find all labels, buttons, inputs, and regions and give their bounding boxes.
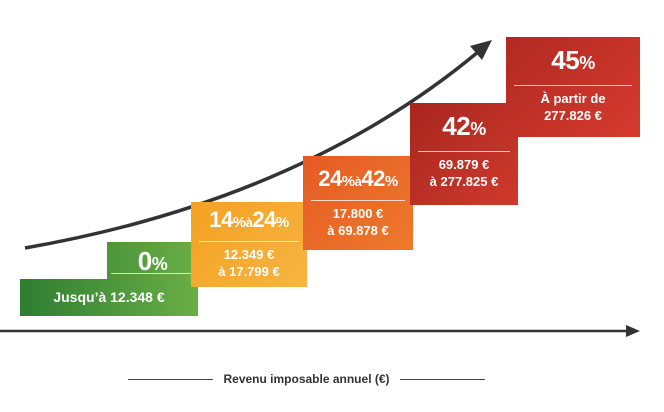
bracket-3: 42% 69.879 € à 277.825 € — [410, 103, 518, 205]
caption-line-right — [399, 378, 486, 380]
bracket-4-rate: 45% — [506, 45, 640, 78]
rate-sep: à — [245, 215, 253, 230]
bracket-3-rate: 42% — [410, 111, 518, 144]
rate-unit: % — [470, 119, 486, 139]
rate-unit: % — [341, 173, 355, 190]
bracket-0: 0% Jusqu’à 12.348 € — [20, 242, 198, 316]
bracket-3-range-to: à 277.825 € — [429, 174, 499, 189]
bracket-2-range-from: 17.800 € — [332, 206, 384, 221]
divider — [199, 241, 299, 242]
bracket-2-rate: 24%à42% — [303, 164, 413, 197]
bracket-4: 45% À partir de 277.826 € — [506, 37, 640, 137]
divider — [418, 151, 510, 152]
rate-unit: % — [232, 214, 246, 231]
x-axis-label: Revenu imposable annuel (€) — [223, 372, 390, 386]
bracket-0-range: Jusqu’à 12.348 € — [53, 289, 165, 305]
divider — [514, 85, 632, 86]
bracket-4-range-value: 277.826 € — [544, 108, 602, 123]
bracket-3-range-from: 69.879 € — [438, 157, 490, 172]
bracket-1-range-to: à 17.799 € — [218, 264, 280, 279]
growth-arrowhead-icon — [470, 40, 492, 60]
rate-sep: à — [354, 174, 362, 189]
divider — [111, 273, 191, 274]
rate-value: 0 — [137, 246, 152, 276]
rate-unit: % — [579, 53, 595, 73]
rate-to: 42 — [361, 166, 385, 191]
caption-line-left — [128, 378, 214, 380]
divider — [311, 200, 405, 201]
bracket-1: 14%à24% 12.349 € à 17.799 € — [191, 202, 307, 287]
rate-from: 24 — [318, 166, 342, 191]
rate-to: 24 — [252, 207, 276, 232]
rate-unit: % — [275, 214, 289, 231]
bracket-1-range-from: 12.349 € — [223, 247, 275, 262]
bracket-1-rate: 14%à24% — [191, 205, 307, 238]
growth-curve-arrow — [24, 50, 480, 250]
bracket-4-range-label: À partir de — [540, 91, 606, 106]
rate-from: 14 — [209, 207, 233, 232]
bracket-0-shape — [20, 242, 198, 316]
bracket-2: 24%à42% 17.800 € à 69.878 € — [303, 156, 413, 250]
x-axis-arrowhead-icon — [626, 325, 640, 337]
rate-value: 45 — [551, 45, 580, 75]
rate-value: 42 — [442, 111, 471, 141]
rate-unit: % — [384, 173, 398, 190]
rate-unit: % — [151, 254, 168, 274]
bracket-0-rate: 0% — [107, 246, 198, 279]
bracket-2-range-to: à 69.878 € — [327, 223, 389, 238]
x-axis-caption: Revenu imposable annuel (€) — [128, 372, 486, 386]
